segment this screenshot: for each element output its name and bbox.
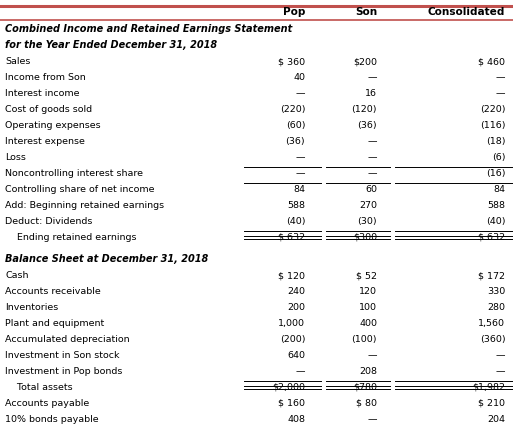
Text: 270: 270 [359,201,377,210]
Text: —: — [496,89,505,98]
Text: Noncontrolling interest share: Noncontrolling interest share [5,169,143,178]
Text: Interest expense: Interest expense [5,137,85,146]
Text: 240: 240 [287,287,305,296]
Text: Interest income: Interest income [5,89,80,98]
Text: Accounts payable: Accounts payable [5,399,89,408]
Text: —: — [367,169,377,178]
Text: —: — [295,169,305,178]
Text: Total assets: Total assets [5,383,73,392]
Text: —: — [367,153,377,162]
Text: (120): (120) [351,105,377,114]
Text: 100: 100 [359,303,377,312]
Text: $1,982: $1,982 [472,383,505,392]
Text: Accounts receivable: Accounts receivable [5,287,101,296]
Text: $ 210: $ 210 [478,399,505,408]
Text: (220): (220) [480,105,505,114]
Text: Income from Son: Income from Son [5,73,86,82]
Text: (36): (36) [358,121,377,130]
Text: $ 80: $ 80 [356,399,377,408]
Text: Balance Sheet at December 31, 2018: Balance Sheet at December 31, 2018 [5,255,208,264]
Text: Ending retained earnings: Ending retained earnings [5,233,136,242]
Text: Accumulated depreciation: Accumulated depreciation [5,335,130,344]
Text: (40): (40) [286,217,305,226]
Text: (6): (6) [492,153,505,162]
Text: $ 632: $ 632 [278,233,305,242]
Text: Inventories: Inventories [5,303,58,312]
Text: (30): (30) [358,217,377,226]
Text: $300: $300 [353,233,377,242]
Text: Son: Son [355,7,377,17]
Text: (60): (60) [286,121,305,130]
Text: 408: 408 [287,415,305,424]
Text: —: — [496,367,505,376]
Text: Deduct: Dividends: Deduct: Dividends [5,217,92,226]
Text: (36): (36) [286,137,305,146]
Text: Operating expenses: Operating expenses [5,121,101,130]
Text: $ 160: $ 160 [278,399,305,408]
Text: 60: 60 [365,185,377,194]
Text: 330: 330 [487,287,505,296]
Text: 1,560: 1,560 [478,319,505,328]
Text: Cost of goods sold: Cost of goods sold [5,105,92,114]
Text: Sales: Sales [5,57,30,66]
Text: Investment in Son stock: Investment in Son stock [5,351,120,360]
Text: $ 632: $ 632 [478,233,505,242]
Text: 16: 16 [365,89,377,98]
Text: 280: 280 [487,303,505,312]
Text: $200: $200 [353,57,377,66]
Text: 588: 588 [287,201,305,210]
Text: (18): (18) [486,137,505,146]
Text: $ 52: $ 52 [356,271,377,280]
Text: —: — [295,89,305,98]
Text: 84: 84 [494,185,505,194]
Text: —: — [367,415,377,424]
Text: $ 120: $ 120 [278,271,305,280]
Text: Loss: Loss [5,153,26,162]
Text: $780: $780 [353,383,377,392]
Text: 1,000: 1,000 [278,319,305,328]
Text: —: — [367,351,377,360]
Text: 640: 640 [287,351,305,360]
Text: 400: 400 [359,319,377,328]
Text: Plant and equipment: Plant and equipment [5,319,104,328]
Text: for the Year Ended December 31, 2018: for the Year Ended December 31, 2018 [5,40,217,50]
Text: 10% bonds payable: 10% bonds payable [5,415,99,424]
Text: Consolidated: Consolidated [428,7,505,17]
Text: —: — [496,73,505,82]
Text: (16): (16) [486,169,505,178]
Text: $2,000: $2,000 [272,383,305,392]
Text: $ 172: $ 172 [478,271,505,280]
Text: Pop: Pop [283,7,305,17]
Text: (360): (360) [480,335,505,344]
Text: Combined Income and Retained Earnings Statement: Combined Income and Retained Earnings St… [5,25,292,34]
Text: —: — [295,367,305,376]
Text: —: — [496,351,505,360]
Text: (220): (220) [280,105,305,114]
Text: —: — [367,137,377,146]
Text: 204: 204 [487,415,505,424]
Text: 120: 120 [359,287,377,296]
Text: $ 360: $ 360 [278,57,305,66]
Text: $ 460: $ 460 [478,57,505,66]
Text: —: — [295,153,305,162]
Text: 200: 200 [287,303,305,312]
Text: —: — [367,73,377,82]
Text: 588: 588 [487,201,505,210]
Text: 84: 84 [293,185,305,194]
Text: Investment in Pop bonds: Investment in Pop bonds [5,367,123,376]
Text: (100): (100) [351,335,377,344]
Text: 208: 208 [359,367,377,376]
Text: Cash: Cash [5,271,29,280]
Text: (40): (40) [486,217,505,226]
Text: Controlling share of net income: Controlling share of net income [5,185,154,194]
Text: (116): (116) [480,121,505,130]
Text: Add: Beginning retained earnings: Add: Beginning retained earnings [5,201,164,210]
Text: (200): (200) [280,335,305,344]
Text: 40: 40 [293,73,305,82]
